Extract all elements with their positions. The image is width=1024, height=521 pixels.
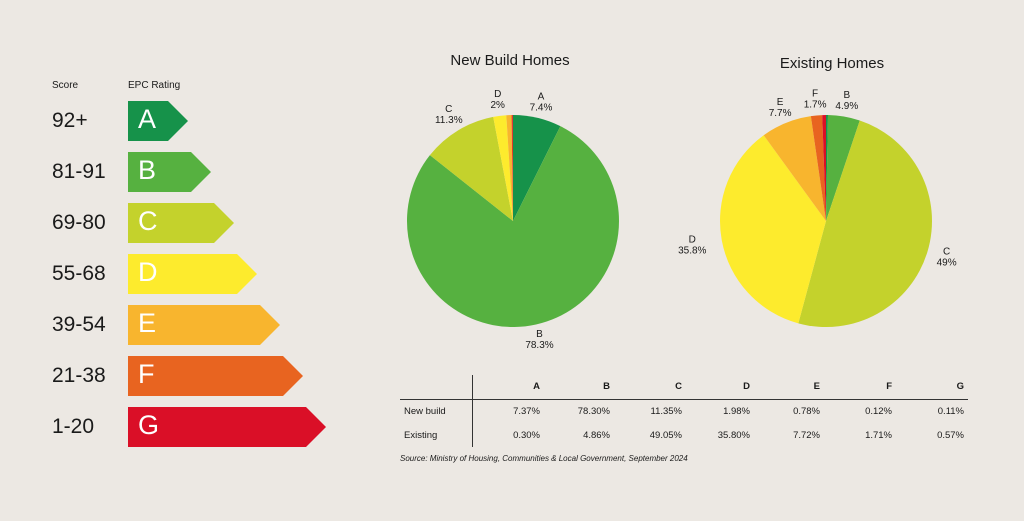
- existing-label-f: F 1.7%: [804, 88, 827, 110]
- table-cell: 4.86%: [583, 430, 610, 441]
- existing-slice-b: [826, 115, 860, 221]
- new-build-label-c: C 11.3%: [435, 104, 463, 126]
- table-cell: 0.30%: [513, 430, 540, 441]
- score-range-b: 81-91: [52, 160, 106, 183]
- new-build-label-a: A 7.4%: [530, 91, 553, 113]
- table-cell: 7.37%: [513, 406, 540, 417]
- table-header-b: B: [603, 381, 610, 392]
- existing-slice-g: [822, 115, 826, 221]
- table-divider-vertical: [472, 375, 473, 447]
- epc-band-g: G: [128, 407, 326, 447]
- new-build-label-b: B 78.3%: [525, 329, 553, 351]
- table-cell: 78.30%: [577, 406, 610, 417]
- rating-header: EPC Rating: [128, 80, 181, 91]
- new-build-label-d: D 2%: [490, 89, 505, 111]
- table-header-a: A: [533, 381, 540, 392]
- existing-slice-f: [810, 115, 826, 221]
- new-build-slice-b: [407, 126, 619, 327]
- existing-label-b: B 4.9%: [835, 90, 858, 112]
- epc-band-letter: E: [138, 308, 157, 338]
- existing-pie-title: Existing Homes: [779, 55, 885, 72]
- epc-band-letter: F: [138, 359, 155, 389]
- score-range-d: 55-68: [52, 262, 106, 285]
- table-header-g: G: [956, 381, 964, 392]
- table-cell: 11.35%: [650, 406, 682, 417]
- table-cell: 0.78%: [793, 406, 820, 417]
- table-cell: 49.05%: [649, 430, 682, 441]
- new-build-pie-chart: A 7.4% B 78.3% C 11.3% D 2%: [407, 89, 619, 351]
- existing-label-c: C 49%: [937, 247, 957, 269]
- epc-band-letter: C: [138, 206, 158, 236]
- epc-band-e: E: [128, 305, 280, 345]
- epc-band-c: C: [128, 203, 234, 243]
- new-build-slice-e: [506, 115, 513, 221]
- epc-band-letter: G: [138, 410, 160, 440]
- existing-slice-d: [720, 135, 826, 324]
- epc-band-b: B: [128, 152, 211, 192]
- table-cell: 7.72%: [793, 430, 820, 441]
- table-cell: 0.11%: [937, 406, 964, 417]
- table-cell: 1.71%: [865, 430, 892, 441]
- existing-label-e: E 7.7%: [769, 97, 792, 119]
- table-header-f: F: [886, 381, 892, 392]
- new-build-slice-a: [513, 115, 561, 221]
- table-cell: 35.80%: [717, 430, 750, 441]
- table-header-d: D: [743, 381, 750, 392]
- table-cell: 0.57%: [937, 430, 964, 441]
- existing-slice-a: [826, 115, 828, 221]
- epc-band-letter: A: [138, 104, 157, 134]
- score-header: Score: [52, 80, 79, 91]
- table-cell: 0.12%: [865, 406, 892, 417]
- new-build-slice-d: [493, 115, 513, 221]
- table-header-c: C: [675, 381, 682, 392]
- epc-band-f: F: [128, 356, 303, 396]
- score-range-a: 92+: [52, 109, 88, 132]
- score-range-f: 21-38: [52, 364, 106, 387]
- score-range-c: 69-80: [52, 211, 106, 234]
- score-range-g: 1-20: [52, 415, 95, 438]
- new-build-pie-title: New Build Homes: [450, 52, 570, 69]
- table-row-label: New build: [404, 406, 446, 417]
- epc-band-d: D: [128, 254, 257, 294]
- table-divider-horizontal: [400, 399, 968, 400]
- existing-label-d: D 35.8%: [678, 235, 706, 257]
- source-note: Source: Ministry of Housing, Communities…: [400, 454, 688, 463]
- table-cell: 1.98%: [723, 406, 750, 417]
- table-header-e: E: [813, 381, 820, 392]
- new-build-slice-c: [429, 116, 513, 221]
- table-row-label: Existing: [404, 430, 438, 441]
- epc-band-letter: D: [138, 257, 158, 287]
- score-range-e: 39-54: [52, 313, 106, 336]
- new-build-slice-f: [511, 115, 513, 221]
- existing-slice-e: [763, 116, 826, 221]
- existing-homes-pie-chart: B 4.9% C 49% D 35.8% E 7.7% F 1.7%: [678, 88, 957, 327]
- epc-band-a: A: [128, 101, 188, 141]
- epc-band-letter: B: [138, 155, 157, 185]
- existing-slice-c: [798, 120, 932, 327]
